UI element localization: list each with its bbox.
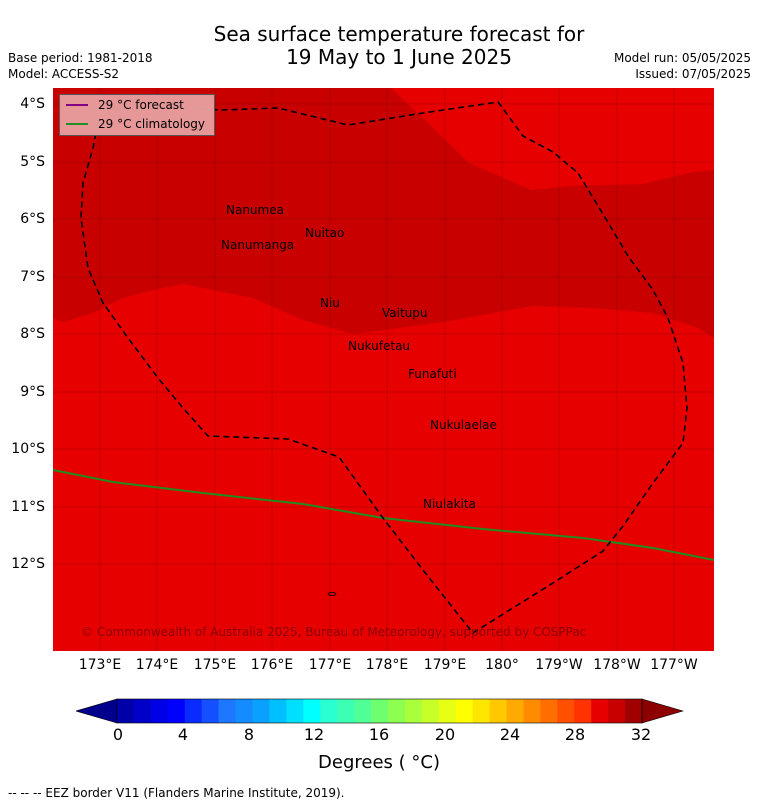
colorbar-tick-7: 28 [564,725,586,744]
model-run: Model run: 05/05/2025 [613,51,751,65]
colorbar-segment [337,699,355,723]
eez-border [80,101,688,635]
colorbar-segment [150,699,169,723]
colorbar-segment [455,699,474,723]
colorbar-segment [286,699,304,723]
colorbar-segment [557,699,575,723]
climatology-line-swatch [66,123,88,125]
colorbar-extend-low [76,698,118,724]
colorbar-tick-8: 32 [630,725,652,744]
colorbar-segment [472,699,491,723]
eez-footnote: -- -- -- EEZ border V11 (Flanders Marine… [8,786,345,800]
x-tick-7: 180° [485,657,519,673]
place-niulakita: Niulakita [423,497,476,511]
y-tick-8: 12°S [11,556,45,572]
x-tick-6: 179°E [423,657,467,673]
base-period: Base period: 1981-2018 [8,51,153,65]
place-niu: Niu [320,296,340,310]
colorbar-segment [218,699,237,723]
place-nukufetau: Nukufetau [348,339,411,353]
colorbar-segment [303,699,321,723]
place-vaitupu: Vaitupu [382,306,428,320]
colorbar-segment [133,699,152,723]
y-tick-5: 9°S [20,384,45,400]
colorbar-segment [421,699,440,723]
colorbar-segment [167,699,186,723]
sst-map [53,88,714,651]
colorbar-segment [252,699,270,723]
colorbar-segment [506,699,524,723]
y-tick-2: 6°S [20,211,45,227]
colorbar-segment [574,699,592,723]
colorbar-segment [489,699,508,723]
grid-lines [53,88,714,651]
title-line-2: 19 May to 1 June 2025 [286,45,512,69]
island-contour [327,592,337,596]
colorbar-segment [625,699,643,723]
colorbar-tick-2: 8 [243,725,255,744]
place-nanumanga: Nanumanga [221,238,295,252]
colorbar-tick-6: 24 [499,725,521,744]
colorbar-segment [608,699,626,723]
colorbar [76,698,684,724]
colorbar-segment [523,699,541,723]
x-tick-0: 173°E [78,657,122,673]
colorbar-tick-1: 4 [177,725,189,744]
colorbar-segment [354,699,372,723]
place-nukulaelae: Nukulaelae [430,418,497,432]
legend-forecast-label: 29 °C forecast [98,98,184,112]
x-tick-1: 174°E [135,657,179,673]
issued-date: Issued: 07/05/2025 [635,67,751,81]
place-nanumea: Nanumea [226,203,284,217]
colorbar-segment [320,699,338,723]
colorbar-extend-high [641,698,684,724]
place-funafuti: Funafuti [408,367,457,381]
legend-climatology: 29 °C climatology [66,117,205,131]
title-line-1: Sea surface temperature forecast for [213,22,585,46]
colorbar-segment [235,699,253,723]
y-tick-6: 10°S [11,441,45,457]
forecast-line-swatch [66,104,88,106]
legend-climatology-label: 29 °C climatology [98,117,206,131]
y-tick-0: 4°S [20,96,45,112]
colorbar-segment [404,699,423,723]
sst-region-30-31 [53,88,714,338]
x-tick-2: 175°E [193,657,237,673]
x-tick-3: 176°E [250,657,294,673]
colorbar-tick-0: 0 [112,725,124,744]
colorbar-segment [540,699,558,723]
x-tick-4: 177°E [308,657,352,673]
y-tick-4: 8°S [20,326,45,342]
model-name: Model: ACCESS-S2 [8,67,120,81]
x-tick-8: 179°W [535,657,583,673]
colorbar-segment [591,699,609,723]
colorbar-segment [438,699,457,723]
x-tick-10: 177°W [650,657,698,673]
colorbar-segment [387,699,406,723]
colorbar-tick-5: 20 [434,725,456,744]
x-tick-9: 178°W [593,657,641,673]
x-tick-5: 178°E [365,657,409,673]
legend: 29 °C forecast 29 °C climatology [59,94,215,136]
colorbar-segment [371,699,389,723]
colorbar-label: Degrees ( °C) [318,752,440,773]
y-tick-1: 5°S [20,154,45,170]
legend-forecast: 29 °C forecast [66,98,184,112]
colorbar-segment [201,699,220,723]
place-nuitao: Nuitao [305,226,345,240]
copyright-text: © Commonwealth of Australia 2025, Bureau… [81,625,587,639]
colorbar-tick-3: 12 [303,725,325,744]
y-tick-7: 11°S [11,499,45,515]
colorbar-segment [269,699,287,723]
colorbar-border [116,698,643,724]
colorbar-segment [117,699,135,723]
colorbar-tick-4: 16 [368,725,390,744]
y-tick-3: 7°S [20,269,45,285]
colorbar-segment [184,699,203,723]
